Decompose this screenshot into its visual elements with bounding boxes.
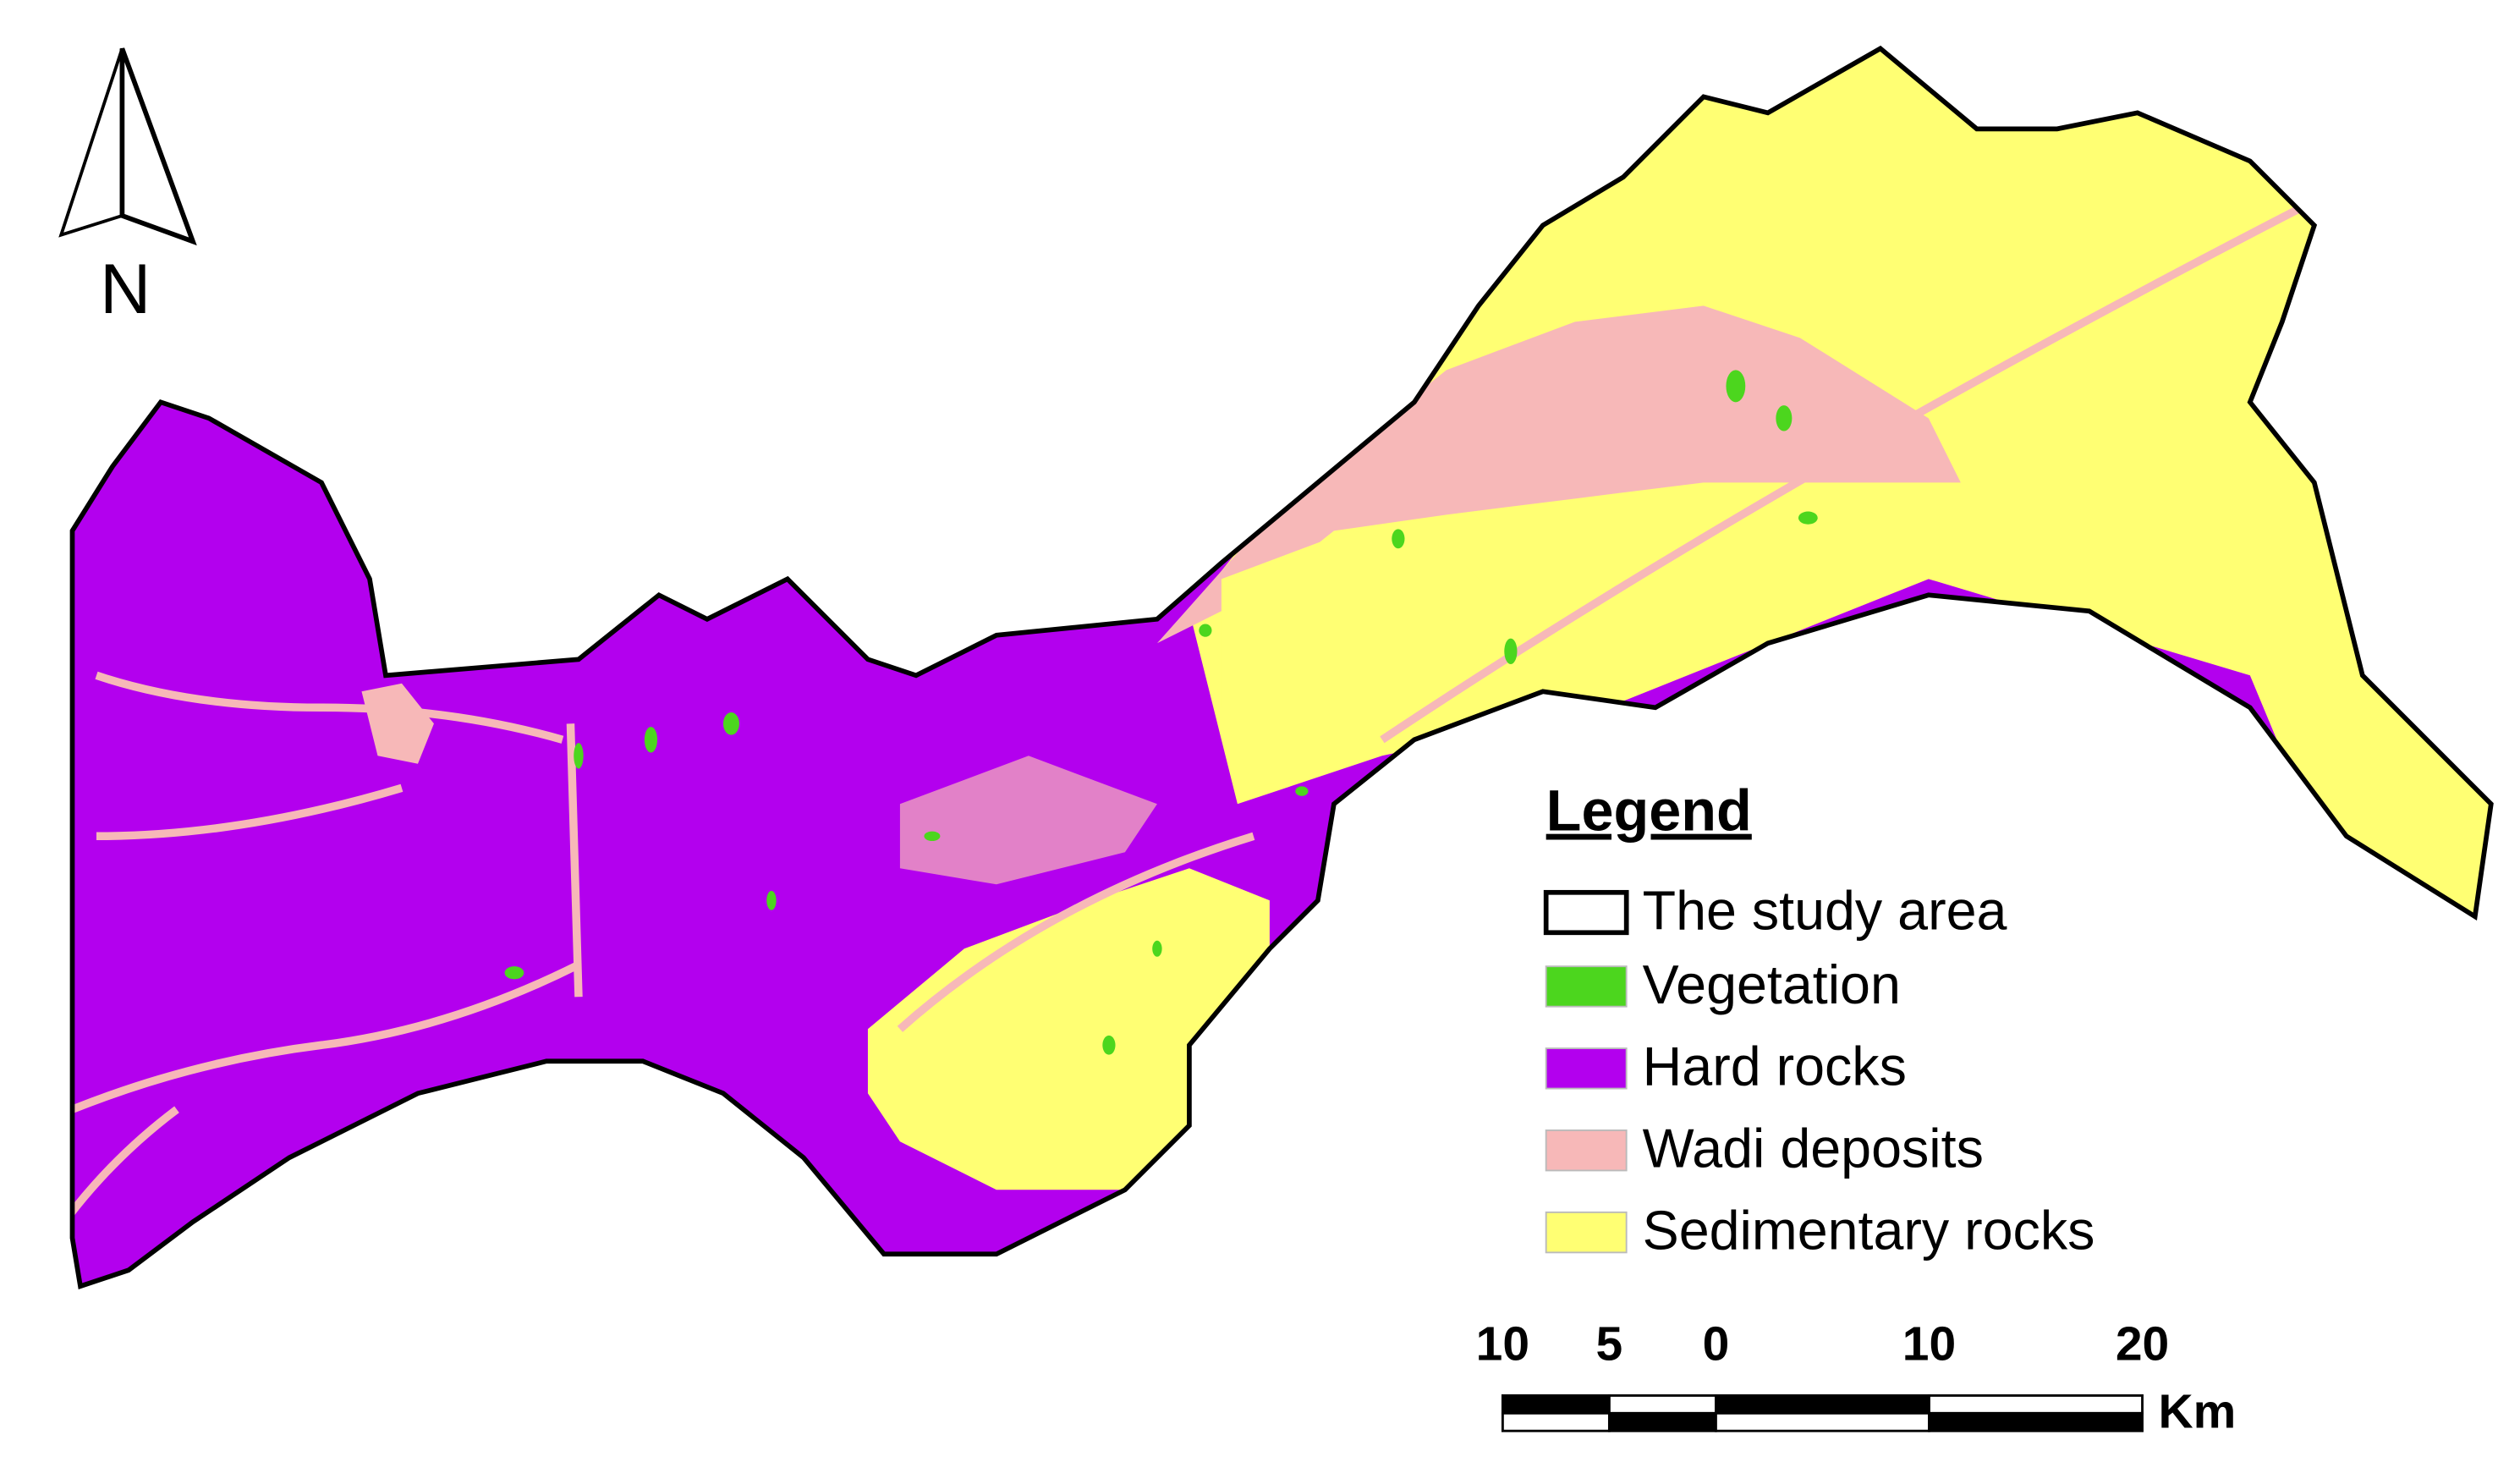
legend-swatch [1545, 1211, 1628, 1254]
scale-segment [1501, 1411, 1611, 1432]
scale-segment [1607, 1411, 1717, 1432]
legend-label: Hard rocks [1643, 1036, 1907, 1097]
north-arrow: N [58, 47, 197, 328]
legend-label: Sedimentary rocks [1643, 1201, 2095, 1261]
legend: The study area Vegetation Hard rocks Wadi d… [1543, 880, 2095, 1261]
scale-tick-label: 5 [1596, 1316, 1623, 1371]
wadi-area [899, 756, 1157, 885]
sedimentary-area [1221, 530, 1511, 789]
scale-segment [1928, 1394, 2144, 1415]
scale-bar: 10 5 0 10 20 Km [1476, 1316, 2237, 1438]
legend-label: Vegetation [1643, 954, 1901, 1015]
legend-swatch [1543, 889, 1629, 936]
scale-segment [1501, 1394, 1611, 1415]
wadi-area [361, 683, 434, 764]
wadi-area [1156, 305, 1961, 644]
scale-tick-label: 10 [1902, 1316, 1956, 1371]
north-label: N [100, 249, 151, 328]
scale-tick-label: 0 [1703, 1316, 1730, 1371]
scale-segment [1928, 1411, 2144, 1432]
scale-tick-label: 20 [2116, 1316, 2169, 1371]
vegetation-patches [504, 370, 1818, 1055]
wadi-channel [72, 206, 2300, 1225]
scale-tick-label: 10 [1476, 1316, 1529, 1371]
legend-swatch [1545, 965, 1628, 1008]
scale-segment [1715, 1411, 1930, 1432]
legend-swatch [1545, 1047, 1628, 1090]
north-arrow-right [119, 47, 197, 246]
scale-segment [1715, 1394, 1930, 1415]
north-arrow-left [58, 47, 124, 238]
legend-title: Legend [1546, 779, 1752, 844]
sedimentary-area [867, 868, 1270, 1190]
scale-unit: Km [2159, 1384, 2237, 1438]
legend-swatch [1545, 1129, 1628, 1172]
scale-segment [1607, 1394, 1717, 1415]
legend-label: Wadi deposits [1643, 1118, 1984, 1179]
legend-label: The study area [1643, 880, 2007, 941]
